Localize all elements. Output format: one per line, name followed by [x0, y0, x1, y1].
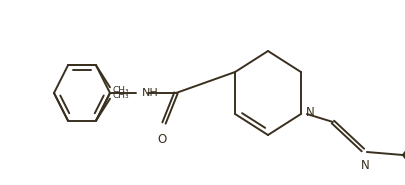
Text: O: O	[157, 133, 166, 146]
Text: N: N	[360, 159, 369, 172]
Text: NH: NH	[142, 88, 158, 98]
Text: CH₃: CH₃	[113, 86, 129, 95]
Text: N: N	[305, 105, 314, 119]
Text: CH₃: CH₃	[113, 91, 129, 100]
